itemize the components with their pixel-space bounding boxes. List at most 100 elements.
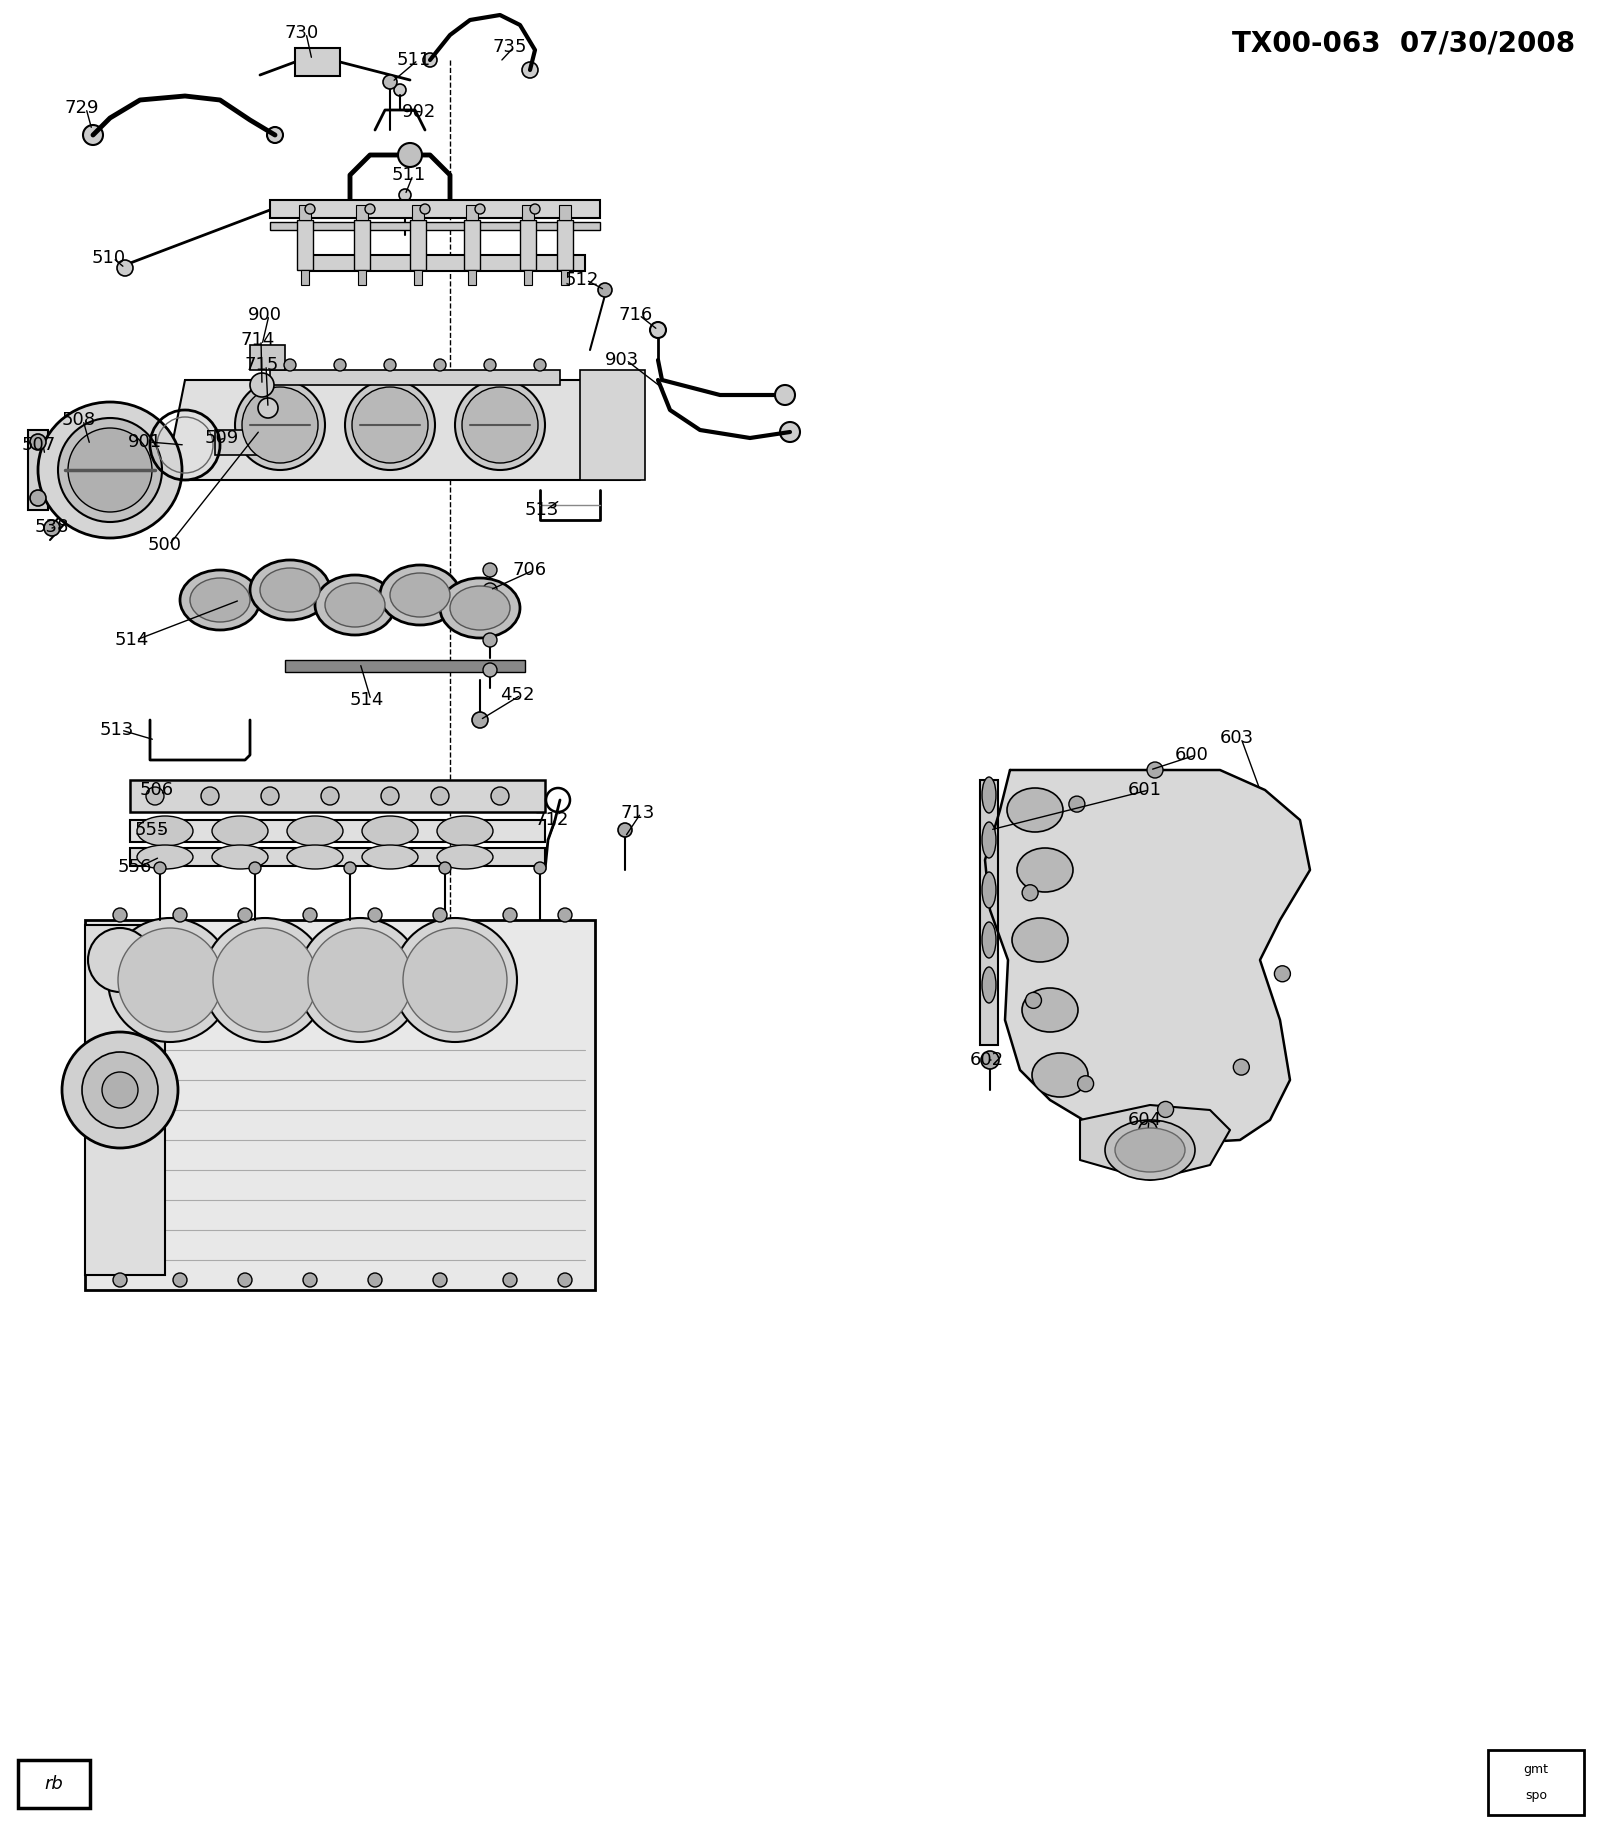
Circle shape bbox=[368, 1273, 382, 1286]
Bar bbox=[410, 219, 426, 270]
Text: 556: 556 bbox=[118, 859, 152, 875]
Circle shape bbox=[238, 1273, 253, 1286]
Bar bbox=[285, 660, 525, 672]
Text: rb: rb bbox=[45, 1776, 64, 1792]
Polygon shape bbox=[1080, 1105, 1230, 1180]
Text: 902: 902 bbox=[402, 102, 437, 121]
Circle shape bbox=[58, 418, 162, 523]
Ellipse shape bbox=[1006, 787, 1062, 831]
Bar bbox=[130, 848, 546, 866]
Bar bbox=[557, 219, 573, 270]
Text: 510: 510 bbox=[93, 248, 126, 267]
Circle shape bbox=[242, 387, 318, 462]
Circle shape bbox=[398, 143, 422, 166]
Ellipse shape bbox=[286, 817, 342, 846]
Circle shape bbox=[45, 521, 61, 535]
Bar bbox=[522, 205, 534, 219]
Ellipse shape bbox=[390, 574, 450, 618]
Bar bbox=[294, 48, 339, 77]
Circle shape bbox=[334, 358, 346, 371]
Text: 512: 512 bbox=[565, 270, 600, 289]
Circle shape bbox=[146, 787, 165, 806]
Circle shape bbox=[454, 380, 546, 470]
Ellipse shape bbox=[1018, 848, 1074, 892]
Circle shape bbox=[434, 1273, 446, 1286]
Circle shape bbox=[381, 787, 398, 806]
Circle shape bbox=[502, 908, 517, 923]
Circle shape bbox=[302, 1273, 317, 1286]
Text: 500: 500 bbox=[147, 535, 182, 554]
Text: 601: 601 bbox=[1128, 780, 1162, 798]
Ellipse shape bbox=[325, 583, 386, 627]
Bar bbox=[18, 1759, 90, 1809]
Text: 602: 602 bbox=[970, 1051, 1005, 1069]
Text: 555: 555 bbox=[134, 820, 170, 839]
Bar bbox=[525, 270, 531, 285]
Ellipse shape bbox=[450, 586, 510, 630]
Circle shape bbox=[382, 75, 397, 90]
Bar bbox=[358, 270, 366, 285]
Circle shape bbox=[154, 862, 166, 873]
Circle shape bbox=[114, 1273, 126, 1286]
Ellipse shape bbox=[286, 846, 342, 870]
Circle shape bbox=[502, 1273, 517, 1286]
Text: 507: 507 bbox=[22, 437, 56, 453]
Ellipse shape bbox=[1106, 1120, 1195, 1180]
Ellipse shape bbox=[38, 402, 182, 537]
Ellipse shape bbox=[1032, 1052, 1088, 1096]
Bar bbox=[299, 205, 310, 219]
Circle shape bbox=[114, 908, 126, 923]
Text: 901: 901 bbox=[128, 433, 162, 451]
Ellipse shape bbox=[1013, 917, 1069, 963]
Bar bbox=[414, 270, 422, 285]
Circle shape bbox=[530, 205, 541, 214]
Ellipse shape bbox=[1115, 1127, 1186, 1171]
Circle shape bbox=[483, 563, 498, 577]
Circle shape bbox=[618, 822, 632, 837]
Ellipse shape bbox=[362, 846, 418, 870]
Circle shape bbox=[1234, 1060, 1250, 1074]
Circle shape bbox=[368, 908, 382, 923]
Polygon shape bbox=[986, 769, 1310, 1146]
Circle shape bbox=[472, 713, 488, 727]
Bar bbox=[467, 270, 477, 285]
Circle shape bbox=[1139, 1122, 1157, 1138]
Ellipse shape bbox=[437, 817, 493, 846]
Bar bbox=[250, 345, 285, 371]
Circle shape bbox=[365, 205, 374, 214]
Circle shape bbox=[261, 787, 278, 806]
Circle shape bbox=[250, 862, 261, 873]
Circle shape bbox=[422, 53, 437, 68]
Text: 715: 715 bbox=[245, 356, 280, 375]
Circle shape bbox=[598, 283, 611, 298]
Bar bbox=[301, 270, 309, 285]
Bar bbox=[85, 921, 595, 1290]
Circle shape bbox=[322, 787, 339, 806]
Circle shape bbox=[1147, 762, 1163, 778]
Circle shape bbox=[203, 917, 326, 1041]
Ellipse shape bbox=[982, 923, 995, 957]
Ellipse shape bbox=[190, 577, 250, 621]
Bar bbox=[306, 256, 586, 270]
Text: 604: 604 bbox=[1128, 1111, 1162, 1129]
Text: 712: 712 bbox=[534, 811, 570, 829]
Circle shape bbox=[306, 205, 315, 214]
Text: 513: 513 bbox=[525, 501, 560, 519]
Circle shape bbox=[352, 387, 429, 462]
Bar bbox=[579, 371, 645, 481]
Circle shape bbox=[534, 358, 546, 371]
Circle shape bbox=[238, 908, 253, 923]
Circle shape bbox=[483, 663, 498, 678]
Bar bbox=[29, 429, 48, 510]
Circle shape bbox=[250, 373, 274, 396]
Circle shape bbox=[118, 928, 222, 1032]
Circle shape bbox=[1078, 1076, 1094, 1093]
Bar bbox=[562, 270, 570, 285]
Circle shape bbox=[558, 1273, 573, 1286]
Circle shape bbox=[173, 1273, 187, 1286]
Bar bbox=[130, 820, 546, 842]
Bar bbox=[298, 219, 314, 270]
Circle shape bbox=[88, 928, 152, 992]
Circle shape bbox=[483, 608, 498, 621]
Text: gmt: gmt bbox=[1523, 1763, 1549, 1776]
